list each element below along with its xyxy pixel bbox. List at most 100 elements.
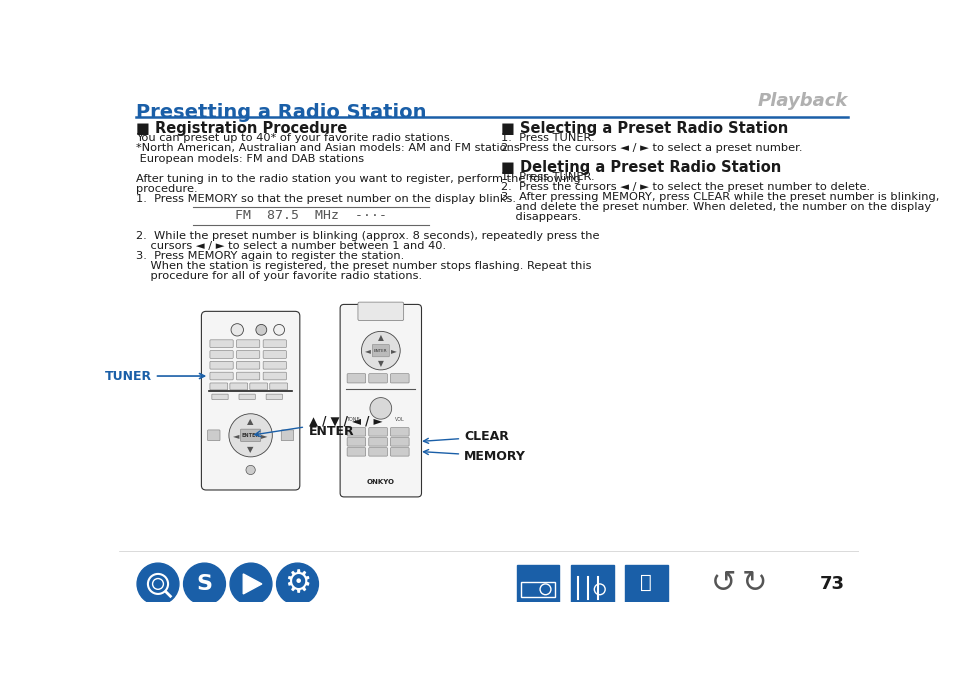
Text: CLEAR: CLEAR [423, 431, 509, 443]
FancyBboxPatch shape [369, 448, 387, 456]
FancyBboxPatch shape [347, 448, 365, 456]
FancyBboxPatch shape [210, 372, 233, 380]
FancyBboxPatch shape [263, 372, 286, 380]
Text: ►: ► [391, 346, 396, 355]
FancyBboxPatch shape [347, 374, 365, 383]
FancyBboxPatch shape [390, 374, 409, 383]
FancyBboxPatch shape [236, 340, 259, 347]
Text: ■ Deleting a Preset Radio Station: ■ Deleting a Preset Radio Station [500, 160, 780, 174]
Text: FM  87.5  MHz  -··-: FM 87.5 MHz -··- [234, 210, 386, 222]
FancyBboxPatch shape [263, 362, 286, 369]
Text: ↺: ↺ [710, 569, 736, 598]
Text: 1.  Press MEMORY so that the preset number on the display blinks.: 1. Press MEMORY so that the preset numbe… [136, 193, 516, 203]
FancyBboxPatch shape [270, 383, 287, 390]
Text: ▼: ▼ [377, 359, 383, 368]
Text: 2.  Press the cursors ◄ / ► to select the preset number to delete.: 2. Press the cursors ◄ / ► to select the… [500, 182, 869, 192]
Text: European models: FM and DAB stations: European models: FM and DAB stations [136, 153, 364, 164]
FancyBboxPatch shape [240, 429, 260, 441]
FancyBboxPatch shape [236, 351, 259, 358]
Text: procedure for all of your favorite radio stations.: procedure for all of your favorite radio… [136, 271, 422, 281]
Text: disappears.: disappears. [500, 212, 580, 222]
Bar [520, 581, 555, 597]
FancyBboxPatch shape [390, 437, 409, 446]
Circle shape [183, 563, 225, 605]
Circle shape [255, 324, 267, 335]
FancyBboxPatch shape [210, 362, 233, 369]
Text: You can preset up to 40* of your favorite radio stations.: You can preset up to 40* of your favorit… [136, 133, 454, 143]
Circle shape [231, 324, 243, 336]
Text: ►: ► [261, 431, 268, 440]
Text: and delete the preset number. When deleted, the number on the display: and delete the preset number. When delet… [500, 202, 930, 212]
FancyBboxPatch shape [230, 383, 248, 390]
Text: 📶: 📶 [639, 573, 652, 592]
Text: When the station is registered, the preset number stops flashing. Repeat this: When the station is registered, the pres… [136, 262, 591, 271]
Text: Playback: Playback [757, 92, 847, 110]
FancyBboxPatch shape [369, 428, 387, 436]
Text: ◄: ◄ [233, 431, 239, 440]
FancyBboxPatch shape [210, 383, 228, 390]
FancyBboxPatch shape [340, 304, 421, 497]
Text: ◄: ◄ [364, 346, 370, 355]
Text: ▼: ▼ [247, 445, 253, 454]
Circle shape [274, 324, 284, 335]
Text: ENTER: ENTER [374, 349, 387, 353]
Text: ■ Selecting a Preset Radio Station: ■ Selecting a Preset Radio Station [500, 121, 787, 136]
Bar [517, 564, 558, 603]
FancyBboxPatch shape [263, 351, 286, 358]
FancyBboxPatch shape [357, 302, 403, 320]
Text: procedure.: procedure. [136, 183, 197, 193]
FancyBboxPatch shape [347, 437, 365, 446]
FancyBboxPatch shape [390, 428, 409, 436]
Circle shape [229, 414, 272, 457]
Circle shape [137, 563, 179, 605]
Text: MEMORY: MEMORY [423, 450, 525, 462]
FancyBboxPatch shape [372, 345, 389, 357]
Text: cursors ◄ / ► to select a number between 1 and 40.: cursors ◄ / ► to select a number between… [136, 241, 446, 251]
Text: ■ Registration Procedure: ■ Registration Procedure [136, 121, 347, 136]
Text: 3.  Press MEMORY again to register the station.: 3. Press MEMORY again to register the st… [136, 251, 404, 262]
FancyBboxPatch shape [236, 372, 259, 380]
Text: ENTER: ENTER [309, 425, 355, 438]
Circle shape [370, 397, 392, 419]
Text: ENTER: ENTER [241, 433, 259, 438]
FancyBboxPatch shape [390, 448, 409, 456]
Bar [624, 564, 667, 603]
Text: 2.  While the preset number is blinking (approx. 8 seconds), repeatedly press th: 2. While the preset number is blinking (… [136, 231, 599, 241]
FancyBboxPatch shape [239, 394, 255, 400]
Text: TONE: TONE [346, 417, 359, 422]
Text: 1.  Press TUNER.: 1. Press TUNER. [500, 172, 594, 182]
Text: *North American, Australian and Asian models: AM and FM stations: *North American, Australian and Asian mo… [136, 143, 519, 153]
FancyBboxPatch shape [236, 362, 259, 369]
Circle shape [230, 563, 272, 605]
Text: ↻: ↻ [741, 569, 767, 598]
Polygon shape [243, 574, 261, 594]
Text: S: S [196, 574, 213, 594]
FancyBboxPatch shape [369, 437, 387, 446]
Text: ONKYO: ONKYO [366, 479, 395, 485]
FancyBboxPatch shape [263, 340, 286, 347]
Text: ⚙: ⚙ [283, 569, 311, 598]
FancyBboxPatch shape [250, 383, 268, 390]
FancyBboxPatch shape [266, 394, 282, 400]
Text: TUNER: TUNER [105, 370, 204, 383]
Text: ▲ / ▼ / ◄ / ►: ▲ / ▼ / ◄ / ► [309, 415, 382, 428]
FancyBboxPatch shape [210, 340, 233, 347]
Circle shape [276, 563, 318, 605]
Bar [571, 564, 613, 603]
FancyBboxPatch shape [212, 394, 228, 400]
FancyBboxPatch shape [281, 430, 294, 441]
Text: Presetting a Radio Station: Presetting a Radio Station [136, 103, 426, 122]
Text: ▲: ▲ [377, 333, 383, 342]
Text: 2.  Press the cursors ◄ / ► to select a preset number.: 2. Press the cursors ◄ / ► to select a p… [500, 143, 801, 153]
Text: 3.  After pressing MEMORY, press CLEAR while the preset number is blinking,: 3. After pressing MEMORY, press CLEAR wh… [500, 192, 938, 202]
Text: VOL: VOL [395, 417, 404, 422]
FancyBboxPatch shape [369, 374, 387, 383]
Circle shape [246, 465, 255, 475]
Circle shape [361, 331, 399, 370]
FancyBboxPatch shape [208, 430, 220, 441]
Text: 73: 73 [819, 575, 843, 593]
FancyBboxPatch shape [210, 351, 233, 358]
FancyBboxPatch shape [201, 312, 299, 490]
FancyBboxPatch shape [347, 428, 365, 436]
Text: After tuning in to the radio station you want to register, perform the following: After tuning in to the radio station you… [136, 174, 580, 183]
